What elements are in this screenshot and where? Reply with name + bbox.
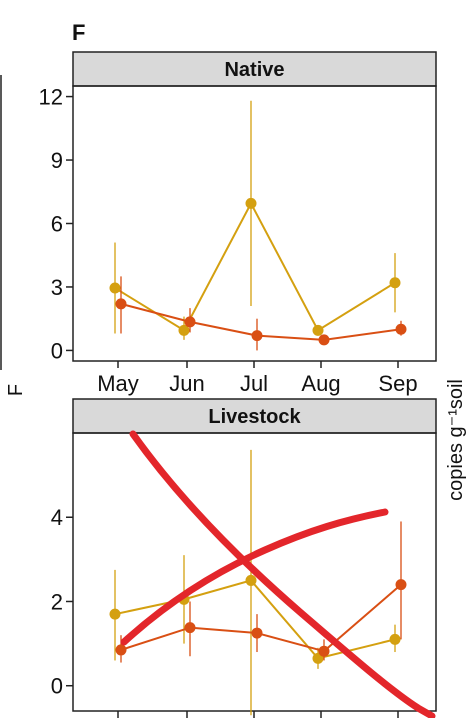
y-tick-label: 0 [51,338,63,363]
data-point [395,323,407,335]
x-tick-label: Jul [240,371,268,396]
y-tick-label: 12 [39,85,63,110]
marks-livestock [109,449,407,716]
series-line [120,583,402,653]
axis-ticks-native: 0 3 6 9 12 May Jun Jul Aug Sep [39,85,418,396]
panel-livestock: Livestock 0 2 4 [51,398,437,718]
red-annotation-stroke [129,430,436,718]
strip-title-livestock: Livestock [208,406,301,428]
panel-label: F [72,20,85,45]
panel-native: Native 0 3 6 9 12 May Jun Jul Aug Sep [39,51,437,396]
data-point [318,645,330,657]
left-axis-label: F [5,384,27,396]
y-tick-label: 6 [51,212,63,237]
data-point [178,324,190,336]
plot-frame-native [72,85,437,362]
axis-ticks-livestock: 0 2 4 [51,505,399,718]
y-tick-label: 9 [51,148,63,173]
data-point [251,627,263,639]
data-point [389,633,401,645]
data-point [389,277,401,289]
x-tick-label: Aug [301,371,340,396]
data-point [115,298,127,310]
strip-title-native: Native [224,59,284,81]
series-line [114,579,396,660]
data-point [318,334,330,346]
x-tick-label: Sep [378,371,417,396]
y-tick-label: 4 [51,505,63,530]
x-tick-label: May [97,371,139,396]
right-axis-label: copies g⁻¹soil [445,379,466,501]
strip-livestock [72,398,437,434]
y-tick-label: 3 [51,275,63,300]
data-point [245,197,257,209]
marks-native [109,100,407,351]
data-point [115,644,127,656]
data-point [245,574,257,586]
data-point [109,608,121,620]
series-line [114,201,396,332]
red-annotation-stroke [120,508,389,646]
y-tick-label: 2 [51,589,63,614]
x-tick-label: Jun [169,371,204,396]
data-point [184,622,196,634]
data-point [109,282,121,294]
y-tick-label: 0 [51,674,63,699]
data-point [184,316,196,328]
data-point [251,330,263,342]
data-point [395,579,407,591]
data-point [312,324,324,336]
